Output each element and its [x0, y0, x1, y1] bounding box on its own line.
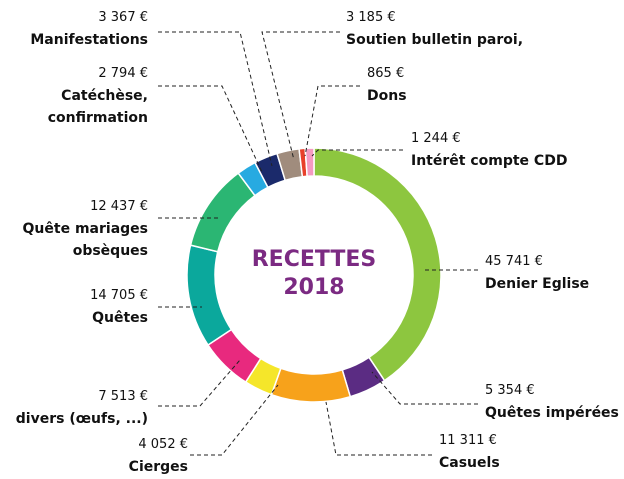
segment-label: 3 185 € Soutien bulletin paroi, [346, 7, 523, 51]
value-label: 45 741 € [485, 254, 543, 269]
category-label: Cierges [128, 459, 188, 475]
segment-label: 7 513 € divers (œufs, ...) [16, 386, 148, 430]
category-label: Quêtes [92, 310, 148, 326]
value-label: 7 513 € [98, 389, 148, 404]
value-label: 3 185 € [346, 10, 396, 25]
category-label: Soutien bulletin paroi, [346, 32, 524, 48]
category-label: Quête mariages obsèques [22, 221, 148, 259]
value-label: 5 354 € [485, 383, 535, 398]
segment-label: 865 € Dons [367, 63, 407, 107]
category-label: Casuels [439, 455, 500, 471]
category-label: Catéchèse, confirmation [47, 88, 148, 126]
chart-title: RECETTES 2018 [251, 247, 377, 300]
leader-line [158, 31, 273, 167]
leader-line [325, 401, 432, 456]
leader-line [311, 149, 403, 157]
leader-line [261, 31, 340, 161]
donut-segment [189, 172, 256, 253]
leader-line [304, 85, 360, 157]
value-label: 3 367 € [98, 10, 148, 25]
value-label: 2 794 € [98, 66, 148, 81]
leader-line [371, 371, 478, 405]
segment-label: 45 741 € Denier Eglise [485, 251, 589, 295]
segment-label: 1 244 € Intérêt compte CDD [411, 128, 567, 172]
value-label: 12 437 € [90, 199, 148, 214]
leader-line [158, 85, 263, 173]
category-label: divers (œufs, ...) [15, 411, 148, 427]
value-label: 11 311 € [439, 433, 497, 448]
category-label: Quêtes impérées [485, 405, 619, 421]
value-label: 4 052 € [138, 437, 188, 452]
leaders [158, 31, 478, 456]
category-label: Dons [367, 88, 407, 104]
segment-label: 14 705 € Quêtes [90, 285, 148, 329]
segment-label: 5 354 € Quêtes impérées [485, 380, 619, 424]
value-label: 1 244 € [411, 131, 461, 146]
segment-label: 3 367 € Manifestations [30, 7, 148, 51]
segment-label: 12 437 € Quête mariages obsèques [13, 196, 148, 262]
leader-line [158, 359, 241, 407]
segment-label: 4 052 € Cierges [129, 434, 188, 478]
donut-segment [304, 147, 315, 178]
donut-segment [186, 244, 233, 347]
value-label: 865 € [367, 66, 405, 81]
segment-label: 11 311 € Casuels [439, 430, 500, 474]
donut [186, 147, 442, 403]
leader-line [190, 384, 279, 456]
donut-segment [270, 367, 352, 403]
category-label: Denier Eglise [485, 276, 590, 292]
value-label: 14 705 € [90, 288, 148, 303]
category-label: Intérêt compte CDD [411, 153, 568, 169]
category-label: Manifestations [30, 32, 148, 48]
segment-label: 2 794 € Catéchèse, confirmation [38, 63, 148, 129]
